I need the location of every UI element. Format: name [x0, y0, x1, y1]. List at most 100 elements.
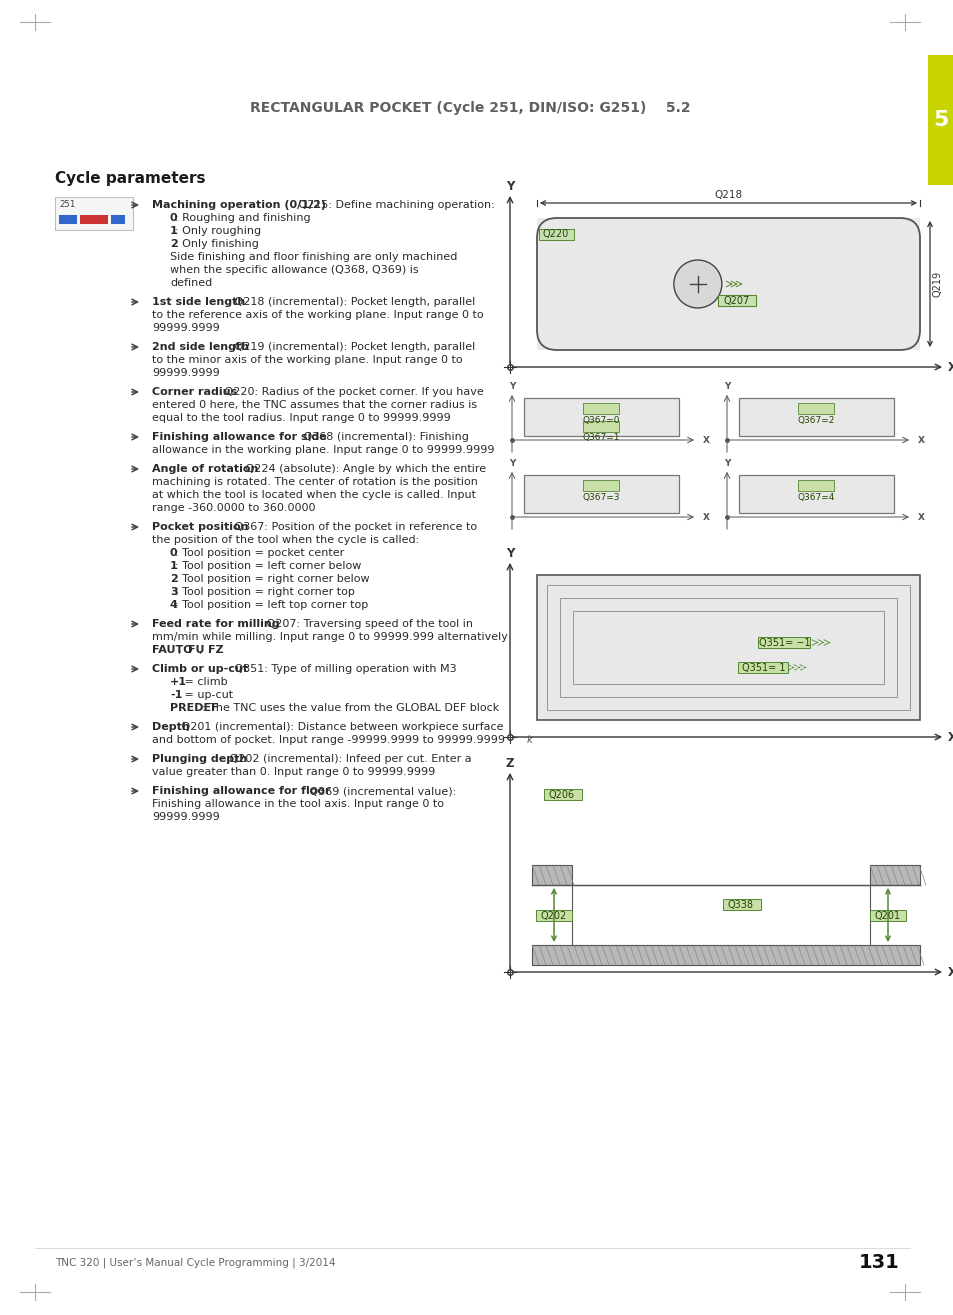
Text: Q367=2: Q367=2 [797, 416, 834, 425]
Text: Y: Y [508, 459, 515, 468]
Bar [537, 575, 919, 721]
Text: Q207: Q207 [723, 296, 749, 306]
Text: Q367=1: Q367=1 [582, 433, 619, 442]
Text: Q367=4: Q367=4 [797, 493, 834, 501]
Bar [573, 611, 883, 684]
Text: 1: 1 [170, 226, 177, 235]
Bar [739, 475, 893, 513]
Text: Q220: Q220 [542, 229, 569, 239]
Bar [559, 598, 896, 697]
Text: Finishing allowance in the tool axis. Input range 0 to: Finishing allowance in the tool axis. In… [152, 800, 443, 809]
Bar [111, 214, 125, 224]
Text: : Tool position = right corner top: : Tool position = right corner top [175, 586, 355, 597]
Bar [546, 585, 909, 710]
Text: Q215: Define machining operation:: Q215: Define machining operation: [294, 200, 495, 210]
Text: X: X [946, 360, 953, 373]
Text: : Roughing and finishing: : Roughing and finishing [175, 213, 311, 224]
Text: Finishing allowance for side: Finishing allowance for side [152, 433, 327, 442]
Text: Machining operation (0/1/2): Machining operation (0/1/2) [152, 200, 326, 210]
Text: : Tool position = left top corner top: : Tool position = left top corner top [175, 600, 368, 610]
Text: X: X [917, 513, 924, 522]
Bar [55, 197, 132, 230]
Text: mm/min while milling. Input range 0 to 99999.999 alternatively: mm/min while milling. Input range 0 to 9… [152, 633, 507, 642]
Text: Depth: Depth [152, 722, 190, 732]
Text: Q218 (incremental): Pocket length, parallel: Q218 (incremental): Pocket length, paral… [232, 297, 476, 306]
Text: machining is rotated. The center of rotation is the position: machining is rotated. The center of rota… [152, 477, 477, 487]
Text: Finishing allowance for floor: Finishing allowance for floor [152, 786, 330, 796]
Text: Corner radius: Corner radius [152, 387, 237, 397]
Bar [543, 789, 581, 800]
Text: Climb or up-cut: Climb or up-cut [152, 664, 248, 675]
Text: Pocket position: Pocket position [152, 522, 248, 533]
Text: = up-cut: = up-cut [180, 690, 233, 700]
Bar [798, 480, 834, 490]
Text: Q219 (incremental): Pocket length, parallel: Q219 (incremental): Pocket length, paral… [232, 342, 476, 352]
Text: +1: +1 [170, 677, 187, 686]
Text: k: k [526, 735, 533, 746]
Text: X: X [702, 513, 709, 522]
Bar [538, 229, 574, 241]
Text: Q206: Q206 [548, 790, 575, 800]
Text: Q220: Radius of the pocket corner. If you have: Q220: Radius of the pocket corner. If yo… [221, 387, 483, 397]
Text: X: X [946, 965, 953, 978]
Text: range -360.0000 to 360.0000: range -360.0000 to 360.0000 [152, 504, 315, 513]
Text: FAUTO: FAUTO [152, 644, 193, 655]
Text: defined: defined [170, 277, 212, 288]
Text: 3: 3 [170, 586, 177, 597]
Text: Y: Y [508, 381, 515, 391]
Bar [583, 480, 618, 490]
Bar [532, 865, 572, 885]
Text: FZ: FZ [208, 644, 224, 655]
Bar [523, 398, 679, 437]
Text: Feed rate for milling: Feed rate for milling [152, 619, 279, 629]
Text: allowance in the working plane. Input range 0 to 99999.9999: allowance in the working plane. Input ra… [152, 444, 494, 455]
Text: X: X [702, 435, 709, 444]
Text: Angle of rotation: Angle of rotation [152, 464, 258, 473]
Text: 99999.9999: 99999.9999 [152, 323, 219, 333]
Bar [738, 661, 788, 672]
Text: Q367: Position of the pocket in reference to: Q367: Position of the pocket in referenc… [232, 522, 477, 533]
Text: : Only finishing: : Only finishing [175, 239, 259, 249]
Text: 2nd side length: 2nd side length [152, 342, 249, 352]
Text: ,: , [198, 644, 206, 655]
Text: Q351: Type of milling operation with M3: Q351: Type of milling operation with M3 [232, 664, 456, 675]
Text: to the minor axis of the working plane. Input range 0 to: to the minor axis of the working plane. … [152, 355, 462, 366]
Bar [80, 214, 108, 224]
Text: Q351= −1: Q351= −1 [758, 638, 809, 647]
Text: 251: 251 [59, 200, 75, 209]
Text: Y: Y [505, 180, 514, 192]
Text: : Only roughing: : Only roughing [175, 226, 261, 235]
Bar [583, 402, 618, 414]
Text: entered 0 here, the TNC assumes that the corner radius is: entered 0 here, the TNC assumes that the… [152, 400, 476, 410]
Text: Q338: Q338 [727, 899, 753, 910]
Text: 1st side length: 1st side length [152, 297, 245, 306]
FancyBboxPatch shape [537, 218, 919, 350]
Text: 99999.9999: 99999.9999 [152, 811, 219, 822]
Bar [927, 55, 953, 185]
Text: 0: 0 [170, 213, 177, 224]
Text: the position of the tool when the cycle is called:: the position of the tool when the cycle … [152, 535, 418, 544]
Text: Q224 (absolute): Angle by which the entire: Q224 (absolute): Angle by which the enti… [242, 464, 486, 473]
Bar [583, 421, 618, 433]
Text: 131: 131 [859, 1253, 899, 1273]
Text: 5: 5 [932, 110, 947, 130]
Bar [869, 910, 905, 920]
Text: and bottom of pocket. Input range -99999.9999 to 99999.9999: and bottom of pocket. Input range -99999… [152, 735, 504, 746]
Text: Q207: Traversing speed of the tool in: Q207: Traversing speed of the tool in [263, 619, 473, 629]
Bar [758, 636, 810, 647]
Text: Q202: Q202 [540, 911, 566, 920]
Text: to the reference axis of the working plane. Input range 0 to: to the reference axis of the working pla… [152, 310, 483, 320]
Text: Q218: Q218 [714, 189, 741, 200]
Text: Plunging depth: Plunging depth [152, 753, 247, 764]
Text: at which the tool is located when the cycle is called. Input: at which the tool is located when the cy… [152, 490, 476, 500]
Text: RECTANGULAR POCKET (Cycle 251, DIN/ISO: G251)    5.2: RECTANGULAR POCKET (Cycle 251, DIN/ISO: … [250, 101, 690, 114]
Text: Q219: Q219 [932, 271, 942, 297]
Bar [717, 295, 755, 306]
PathPatch shape [537, 218, 919, 350]
Text: 2: 2 [170, 239, 177, 249]
Text: Q367=0: Q367=0 [582, 416, 619, 425]
Text: equal to the tool radius. Input range 0 to 99999.9999: equal to the tool radius. Input range 0 … [152, 413, 450, 423]
Text: Q201: Q201 [874, 911, 901, 920]
Text: : Tool position = right corner below: : Tool position = right corner below [175, 575, 370, 584]
Bar [869, 865, 919, 885]
